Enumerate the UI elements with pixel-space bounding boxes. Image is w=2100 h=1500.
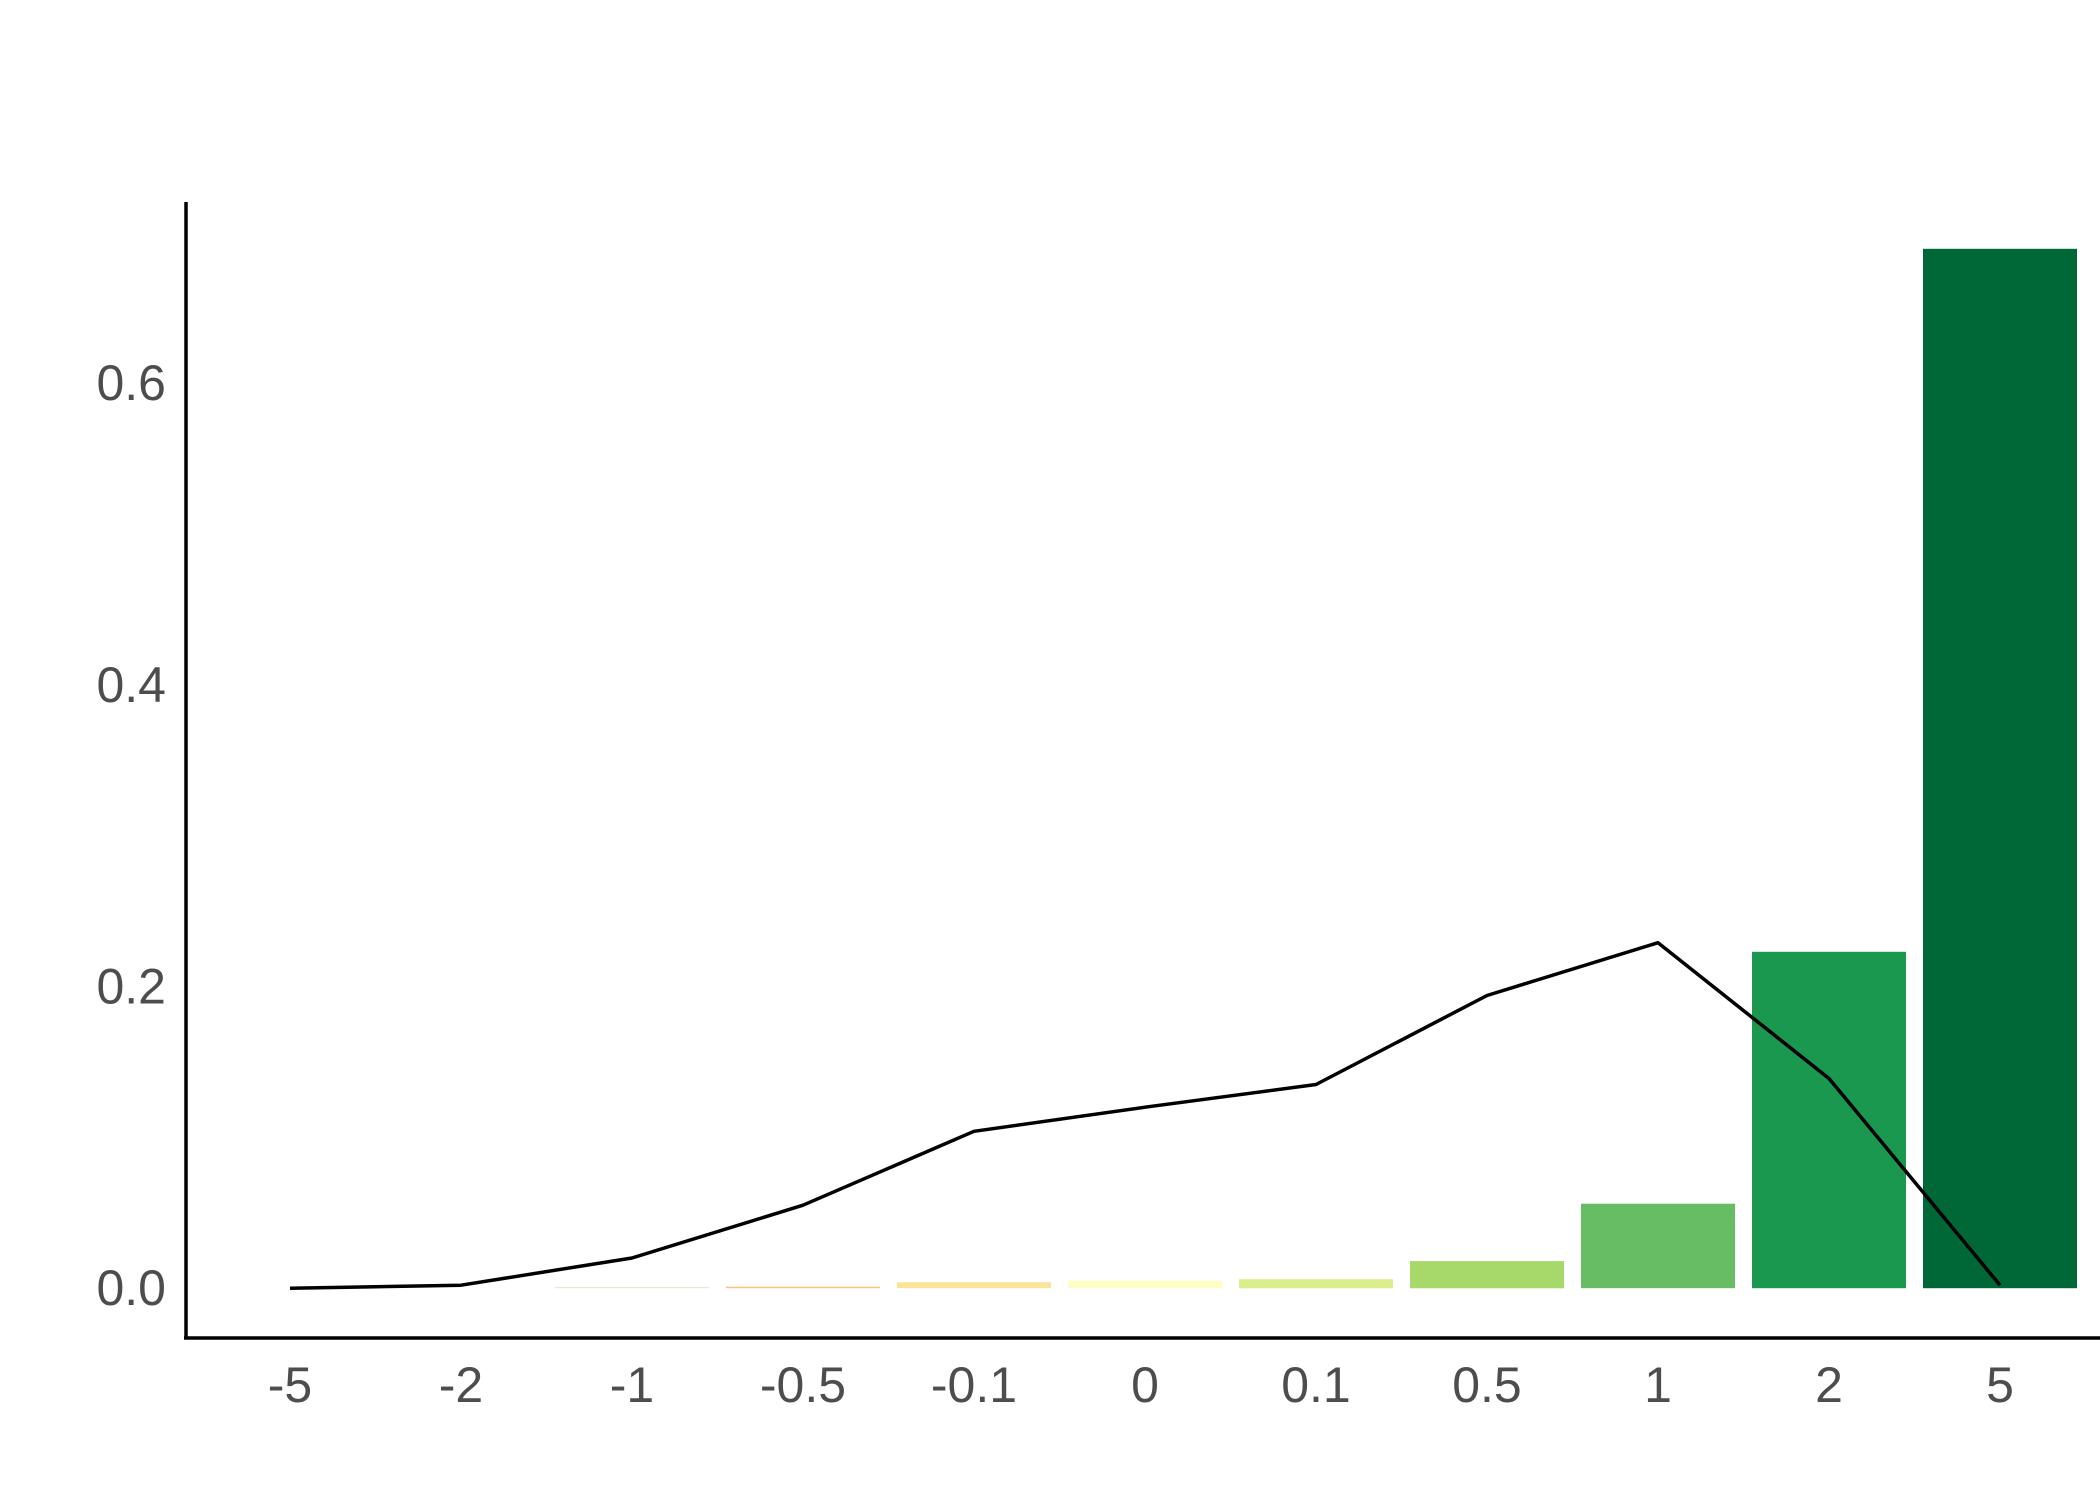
- x-tick-label: 0.5: [1452, 1357, 1522, 1413]
- x-tick-label: -0.1: [931, 1357, 1017, 1413]
- bar--1: [555, 1287, 709, 1289]
- bar-2: [1752, 951, 1906, 1289]
- bar--0.5: [726, 1286, 880, 1289]
- bar--0.1: [897, 1282, 1051, 1289]
- bar-1: [1581, 1203, 1735, 1289]
- y-tick-label: 0.2: [96, 959, 166, 1015]
- x-tick-label: 5: [1986, 1357, 2014, 1413]
- x-tick-label: -1: [610, 1357, 654, 1413]
- x-tick-label: -5: [268, 1357, 312, 1413]
- bar-0.5: [1410, 1261, 1564, 1289]
- x-tick-label: -2: [439, 1357, 483, 1413]
- x-tick-label: -0.5: [760, 1357, 846, 1413]
- x-tick-label: 0.1: [1281, 1357, 1351, 1413]
- x-tick-label: 2: [1815, 1357, 1843, 1413]
- x-tick-label: 0: [1131, 1357, 1159, 1413]
- bars-layer: [555, 248, 2077, 1289]
- bar-5: [1923, 248, 2077, 1289]
- x-axis-ticks: -5 -2 -1 -0.5 -0.1 0 0.1 0.5 1 2 5: [268, 1357, 2014, 1413]
- line-series: [289, 940, 2002, 1290]
- y-tick-label: 0.0: [96, 1260, 166, 1316]
- y-tick-label: 0.6: [96, 355, 166, 411]
- bar-0: [1068, 1280, 1222, 1289]
- bar-0.1: [1239, 1279, 1393, 1289]
- line-layer: [289, 940, 2002, 1290]
- x-tick-label: 1: [1644, 1357, 1672, 1413]
- y-axis-ticks: 0.0 0.2 0.4 0.6: [96, 355, 166, 1316]
- y-tick-label: 0.4: [96, 657, 166, 713]
